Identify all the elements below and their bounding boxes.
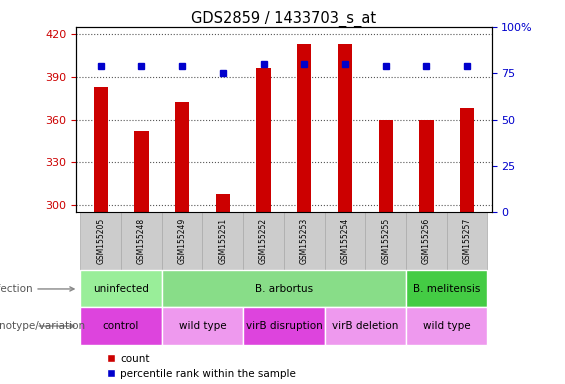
Bar [325,308,406,344]
Bar [134,131,149,212]
Bar [406,308,488,344]
Text: virB deletion: virB deletion [332,321,398,331]
Text: wild type: wild type [423,321,471,331]
Bar [297,44,311,212]
Bar [284,212,325,270]
Bar [406,212,447,270]
Bar [419,119,433,212]
Text: GSM155254: GSM155254 [341,218,350,265]
Text: B. melitensis: B. melitensis [413,284,480,294]
Bar [80,212,121,270]
Bar [80,270,162,308]
Text: GSM155248: GSM155248 [137,218,146,264]
Legend: count, percentile rank within the sample: count, percentile rank within the sample [102,350,300,383]
Bar [162,212,202,270]
Text: GSM155252: GSM155252 [259,218,268,264]
Bar [121,212,162,270]
Text: GSM155249: GSM155249 [177,218,186,265]
Text: control: control [103,321,139,331]
Title: GDS2859 / 1433703_s_at: GDS2859 / 1433703_s_at [192,11,376,27]
Bar [175,103,189,212]
Text: virB disruption: virB disruption [246,321,322,331]
Bar [447,212,488,270]
Text: GSM155255: GSM155255 [381,218,390,265]
Bar [202,212,243,270]
Bar [366,212,406,270]
Bar [162,270,406,308]
Bar [325,212,366,270]
Text: uninfected: uninfected [93,284,149,294]
Bar [94,87,108,212]
Bar [406,270,488,308]
Text: wild type: wild type [179,321,227,331]
Text: GSM155205: GSM155205 [96,218,105,265]
Bar [460,108,474,212]
Text: infection: infection [0,284,74,294]
Text: B. arbortus: B. arbortus [255,284,313,294]
Text: GSM155253: GSM155253 [300,218,308,265]
Bar [162,308,243,344]
Bar [243,308,325,344]
Text: genotype/variation: genotype/variation [0,321,86,331]
Bar [257,68,271,212]
Bar [379,119,393,212]
Text: GSM155251: GSM155251 [218,218,227,264]
Bar [216,194,230,212]
Bar [243,212,284,270]
Bar [80,308,162,344]
Bar [338,44,352,212]
Text: GSM155257: GSM155257 [463,218,472,265]
Text: GSM155256: GSM155256 [422,218,431,265]
